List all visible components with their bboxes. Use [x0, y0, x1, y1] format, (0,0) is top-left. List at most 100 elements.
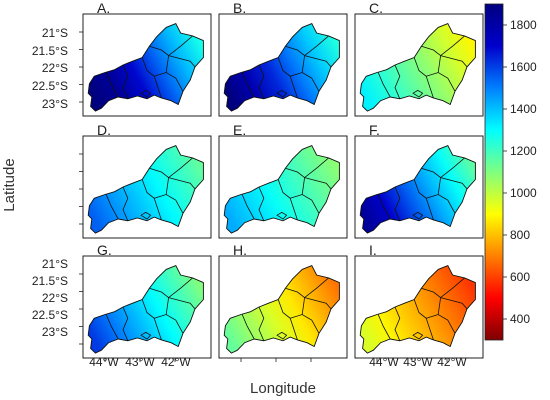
lon-tick-label: 42°W	[437, 355, 467, 369]
region-boundary	[394, 64, 401, 99]
bay-outline	[412, 331, 424, 340]
map-panel-c: C.	[354, 0, 484, 117]
lat-tick-label: 21.5°S	[32, 274, 68, 288]
panel-label: G.	[97, 242, 112, 258]
region-boundary	[149, 287, 169, 298]
map-panel-g: G.	[79, 242, 212, 362]
region-boundary	[105, 72, 119, 98]
lon-tick-label: 44°W	[89, 355, 119, 369]
region-boundary	[440, 55, 468, 68]
lat-tick-label: 22.5°S	[32, 79, 68, 93]
map-panel-h: H.	[218, 242, 348, 362]
region-boundary	[426, 194, 456, 214]
panel-label: D.	[97, 122, 111, 138]
bay-outline	[140, 211, 152, 220]
region-boundary	[241, 314, 255, 340]
region-boundary	[154, 314, 184, 334]
region-boundary	[141, 179, 162, 221]
lat-labels-row1: 21°S 21.5°S 22°S 22.5°S 23°S	[32, 26, 68, 111]
region-boundary	[165, 157, 193, 195]
region-boundary	[258, 306, 265, 341]
lat-tick-label: 22.5°S	[32, 308, 68, 322]
bay-outline	[140, 89, 152, 98]
region-boundary	[277, 299, 298, 341]
bay-outline	[412, 89, 424, 98]
region-boundary	[165, 35, 193, 73]
panel-label: H.	[233, 242, 247, 258]
region-boundary	[154, 72, 184, 92]
lat-labels-row3: 21°S 21.5°S 22°S 22.5°S 23°S	[32, 257, 68, 339]
panel-label: F.	[369, 122, 380, 138]
region-boundary	[437, 157, 465, 195]
region-boundary	[122, 186, 129, 221]
region-boundary	[413, 57, 434, 99]
lon-tick-label: 43°W	[125, 355, 155, 369]
lon-tick-label: 42°W	[161, 355, 191, 369]
lat-tick-label: 22°S	[42, 291, 68, 305]
panel-label: I.	[369, 242, 377, 258]
lat-tick-label: 23°S	[42, 325, 68, 339]
lon-tick-label: 44°W	[369, 355, 399, 369]
region-boundary	[394, 306, 401, 341]
region-boundary	[426, 72, 456, 92]
bay-outline	[412, 211, 424, 220]
lon-labels-col1: 44°W 43°W 42°W	[89, 355, 191, 369]
colorbar-tick-label: 1800	[510, 18, 537, 32]
bay-outline	[276, 211, 288, 220]
colorbar-gradient	[484, 3, 504, 341]
region-boundary	[285, 45, 305, 56]
panel-label: A.	[97, 0, 110, 16]
lat-tick-label: 23°S	[42, 97, 68, 111]
region-boundary	[168, 177, 196, 190]
region-boundary	[377, 72, 391, 98]
colorbar-tick-label: 400	[510, 312, 530, 326]
panel-label: E.	[233, 122, 246, 138]
map-panel-grid: A. B. C. D. E. F. G. H. I.	[79, 0, 484, 362]
panel-label: B.	[233, 0, 246, 16]
region-boundary	[105, 194, 119, 220]
colorbar-tick-label: 600	[510, 270, 530, 284]
region-boundary	[141, 57, 162, 99]
region-boundary	[437, 277, 465, 315]
lat-tick-label: 21.5°S	[32, 44, 68, 58]
region-boundary	[377, 194, 391, 220]
region-boundary	[437, 35, 465, 73]
region-boundary	[290, 314, 320, 334]
region-boundary	[122, 64, 129, 99]
region-boundary	[426, 314, 456, 334]
region-boundary	[241, 194, 255, 220]
lat-tick-label: 21°S	[42, 257, 68, 271]
region-boundary	[290, 194, 320, 214]
region-boundary	[413, 179, 434, 221]
region-boundary	[285, 167, 305, 178]
region-boundary	[105, 314, 119, 340]
region-boundary	[304, 177, 332, 190]
region-boundary	[165, 277, 193, 315]
lat-tick-label: 21°S	[42, 26, 68, 40]
colorbar-tick-label: 1400	[510, 102, 537, 116]
map-panel-e: E.	[218, 122, 348, 239]
region-boundary	[290, 72, 320, 92]
region-boundary	[277, 57, 298, 99]
region-boundary	[149, 167, 169, 178]
region-boundary	[141, 299, 162, 341]
region-boundary	[301, 35, 329, 73]
lat-tick-label: 22°S	[42, 61, 68, 75]
region-boundary	[149, 45, 169, 56]
region-boundary	[258, 64, 265, 99]
region-boundary	[413, 299, 434, 341]
region-boundary	[421, 45, 441, 56]
region-boundary	[394, 186, 401, 221]
map-panel-i: I.	[354, 242, 484, 362]
region-boundary	[421, 287, 441, 298]
map-panel-a: A.	[79, 0, 212, 117]
region-boundary	[241, 72, 255, 98]
colorbar-tick-label: 1600	[510, 60, 537, 74]
region-boundary	[304, 297, 332, 310]
region-boundary	[277, 179, 298, 221]
colorbar-tick-label: 800	[510, 228, 530, 242]
colorbar-tick-label: 1000	[510, 186, 537, 200]
region-boundary	[168, 55, 196, 68]
lon-tick-label: 43°W	[403, 355, 433, 369]
